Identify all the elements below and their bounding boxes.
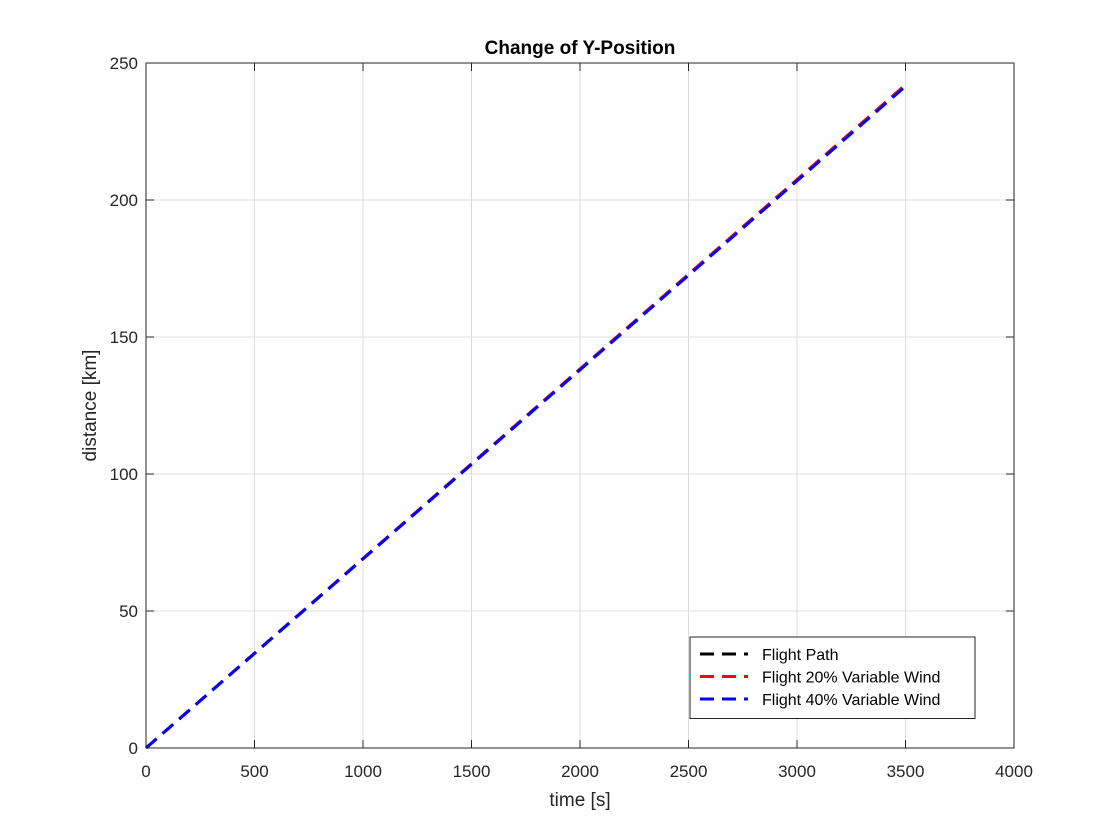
x-tick-label: 500 bbox=[240, 762, 268, 781]
x-tick-label: 1000 bbox=[344, 762, 382, 781]
y-tick-label: 0 bbox=[129, 739, 138, 758]
legend-entry-2: Flight 20% Variable Wind bbox=[762, 670, 940, 687]
legend-entry-1: Flight Path bbox=[762, 647, 838, 664]
x-tick-label: 4000 bbox=[995, 762, 1033, 781]
series-lines bbox=[145, 83, 907, 750]
y-tick-label: 100 bbox=[110, 465, 138, 484]
x-tick-label: 1500 bbox=[453, 762, 491, 781]
x-tick-label: 2000 bbox=[561, 762, 599, 781]
x-tick-label: 3500 bbox=[887, 762, 925, 781]
x-tick-label: 2500 bbox=[670, 762, 708, 781]
y-axis-title: distance [km] bbox=[80, 350, 101, 462]
chart-title: Change of Y-Position bbox=[485, 38, 676, 59]
y-tick-label: 200 bbox=[110, 191, 138, 210]
legend-box bbox=[689, 636, 976, 719]
x-axis-title: time [s] bbox=[549, 790, 610, 811]
grid bbox=[145, 62, 1015, 749]
axis-ticks: 0 500 1000 1500 2000 2500 3000 3500 4000 0 50 100 15… bbox=[110, 54, 1033, 781]
y-tick-label: 250 bbox=[110, 54, 138, 73]
legend: Flight Path Flight 20% Variable Wind Fligh… bbox=[689, 636, 976, 719]
legend-entry-3: Flight 40% Variable Wind bbox=[762, 692, 940, 709]
y-tick-label: 150 bbox=[110, 328, 138, 347]
series-line-3 bbox=[145, 85, 907, 750]
x-tick-label: 3000 bbox=[778, 762, 816, 781]
x-tick-label: 0 bbox=[141, 762, 150, 781]
y-tick-label: 50 bbox=[119, 602, 138, 621]
